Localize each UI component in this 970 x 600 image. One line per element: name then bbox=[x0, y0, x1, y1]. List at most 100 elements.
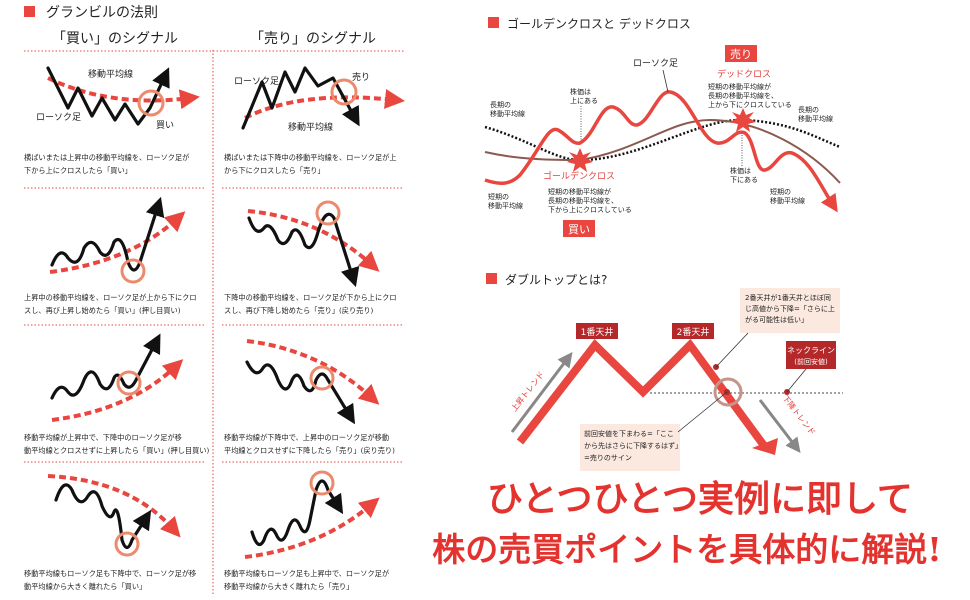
golden-cross-label: ゴールデンクロス bbox=[543, 170, 615, 182]
short-ma-right-1: 短期の bbox=[770, 187, 791, 196]
sell-panel-2: 下降中の移動平均線を、ローソク足が下から上にクロ スし、再び下降し始めたら「売り… bbox=[224, 200, 397, 315]
candle-line bbox=[241, 66, 360, 130]
moving-average-line bbox=[244, 497, 380, 559]
above-1: 株価は bbox=[570, 87, 591, 96]
sell-caption-2-line-2: スし、再び下降し始めたら「売り」(戻り売り) bbox=[224, 306, 374, 315]
bottom-note-3: =売りのサイン bbox=[584, 453, 632, 462]
golden-desc-1: 短期の移動平均線が bbox=[548, 187, 611, 196]
candle-line bbox=[46, 66, 170, 126]
buy-caption-4-line-2: 動平均線から大きく離れたら「買い」 bbox=[24, 582, 146, 591]
bottom-note-2: から先はさらに下降するはず」 bbox=[584, 441, 682, 450]
leader-line bbox=[662, 69, 669, 93]
top-note-2: じ高値から下降=「さらに上 bbox=[745, 304, 835, 313]
top1-badge bbox=[576, 323, 618, 339]
ma-label: 移動平均線 bbox=[288, 121, 333, 133]
granville-section: グランビルの法則 「買い」のシグナル 「売り」のシグナル 移動平均線 ローソク足… bbox=[24, 5, 405, 595]
buy-caption-2-line-2: スし、再び上昇し始めたら「買い」(押し目買い) bbox=[24, 306, 181, 315]
downtrend-arrow bbox=[758, 399, 801, 453]
sell-caption-4-line-2: 移動平均線から大きく離れたら「売り」 bbox=[224, 582, 353, 591]
candle-line bbox=[247, 212, 360, 288]
top-note-box bbox=[740, 288, 840, 333]
section-marker-icon bbox=[488, 17, 499, 28]
uptrend-label: 上昇トレンド bbox=[509, 370, 546, 413]
downtrend-label: 下降トレンド bbox=[780, 393, 817, 437]
moving-average-line bbox=[47, 76, 200, 110]
sell-caption-4-line-1: 移動平均線もローソク足も上昇中で、ローソク足が bbox=[224, 569, 389, 578]
buy-caption-1-line-2: 下から上にクロスしたら「買い」 bbox=[24, 166, 132, 175]
signal-circle bbox=[309, 365, 335, 391]
top-note-1: 2番天井が1番天井とほぼ同 bbox=[745, 293, 831, 302]
short-ma-left-1: 短期の bbox=[488, 192, 509, 201]
golden-cross-burst-icon bbox=[567, 148, 593, 172]
signal-circle bbox=[713, 377, 743, 407]
uptrend-arrow bbox=[510, 352, 573, 433]
sell-caption-1-line-2: から下にクロスしたら「売り」 bbox=[224, 166, 325, 175]
moving-average-line bbox=[47, 474, 181, 538]
headline-line-1: ひとつひとつ実例に即して bbox=[487, 478, 913, 520]
dead-desc-2: 長期の移動平均線を、 bbox=[708, 91, 778, 100]
sell-panel-4: 移動平均線もローソク足も上昇中で、ローソク足が 移動平均線から大きく離れたら「売… bbox=[224, 470, 389, 591]
leader-line bbox=[677, 391, 728, 433]
buy-label: 買い bbox=[156, 120, 174, 131]
dead-desc-1: 短期の移動平均線が bbox=[708, 82, 771, 91]
candle-line bbox=[250, 479, 344, 547]
sell-label: 売り bbox=[352, 71, 370, 83]
granville-title: グランビルの法則 bbox=[46, 5, 158, 21]
sell-panel-3: 移動平均線が下降中で、上昇中のローソク足が移動 平均線とクロスせずに下降したら「… bbox=[224, 339, 395, 455]
signal-circle bbox=[120, 258, 146, 284]
price-arrowhead-icon bbox=[752, 438, 778, 455]
buy-panel-1: 移動平均線 ローソク足 買い 横ばいまたは上昇中の移動平均線を、ローソク足が 下… bbox=[24, 66, 200, 175]
bottom-note-1: 前回安値を下まわる=「ここ bbox=[584, 429, 674, 438]
section-marker-icon bbox=[486, 273, 497, 284]
top1-label: 1番天井 bbox=[581, 326, 614, 338]
long-ma-left-1: 長期の bbox=[490, 101, 511, 109]
signal-circle bbox=[114, 531, 140, 557]
sell-caption-1-line-1: 横ばいまたは下降中の移動平均線を、ローソク足が上 bbox=[224, 153, 397, 162]
short-ma-left-2: 移動平均線 bbox=[488, 201, 523, 210]
sell-caption-3-line-2: 平均線とクロスせずに下降したら「売り」(戻り売り) bbox=[224, 446, 395, 455]
golden-desc-2: 長期の移動平均線を、 bbox=[548, 196, 618, 205]
sell-badge-text: 売り bbox=[730, 48, 752, 61]
top2-badge bbox=[672, 323, 714, 339]
sell-badge bbox=[725, 45, 757, 62]
long-ma-left-2: 移動平均線 bbox=[490, 109, 525, 118]
moving-average-line bbox=[247, 209, 380, 272]
below-2: 下にある bbox=[730, 176, 758, 184]
neckline-label-1: ネックライン bbox=[787, 346, 835, 355]
candle-line bbox=[54, 483, 152, 550]
signal-circle bbox=[116, 370, 142, 396]
bottom-note-box bbox=[580, 424, 680, 471]
sell-signal-header: 「売り」のシグナル bbox=[250, 31, 376, 47]
candle-label: ローソク足 bbox=[633, 58, 678, 69]
dead-cross-burst-icon bbox=[730, 108, 756, 132]
long-ma-right-2: 移動平均線 bbox=[798, 114, 833, 123]
signal-circle bbox=[137, 89, 165, 117]
moving-average-line bbox=[49, 211, 186, 274]
cross-section: ゴールデンクロスと デッドクロス ローソク足 売り デッドクロス 短期の移動平均… bbox=[484, 16, 841, 237]
neckline-label-2: (前回安値) bbox=[794, 357, 828, 366]
dead-desc-3: 上から下にクロスしている bbox=[708, 100, 792, 109]
leader-line bbox=[715, 332, 749, 368]
moving-average-line bbox=[246, 339, 380, 405]
candle-label: ローソク足 bbox=[234, 76, 279, 87]
candle-line bbox=[50, 333, 161, 400]
buy-signal-header: 「買い」のシグナル bbox=[52, 31, 178, 47]
buy-panel-3: 移動平均線が上昇中で、下降中のローソク足が移 動平均線とクロスせずに上昇したら「… bbox=[24, 333, 209, 455]
candle-line bbox=[484, 90, 838, 213]
golden-desc-3: 下から上にクロスしている bbox=[548, 205, 632, 214]
above-2: 上にある bbox=[570, 96, 598, 105]
double-top-section: ダブルトップとは? 1番天井 2番天井 ネックライン (前回安値) 2番天井が1… bbox=[486, 272, 843, 471]
candle-line bbox=[245, 360, 356, 425]
buy-caption-4-line-1: 移動平均線もローソク足も下降中で、ローソク足が移 bbox=[24, 569, 196, 578]
signal-circle bbox=[315, 200, 341, 226]
moving-average-line bbox=[51, 359, 184, 422]
buy-caption-1-line-1: 横ばいまたは上昇中の移動平均線を、ローソク足が bbox=[24, 153, 189, 162]
double-top-title: ダブルトップとは? bbox=[505, 272, 607, 287]
buy-caption-3-line-2: 動平均線とクロスせずに上昇したら「買い」(押し目買い) bbox=[24, 446, 209, 455]
section-marker-icon bbox=[24, 6, 35, 17]
sell-panel-1: ローソク足 売り 移動平均線 横ばいまたは下降中の移動平均線を、ローソク足が上 … bbox=[224, 66, 405, 175]
cross-title: ゴールデンクロスと デッドクロス bbox=[507, 16, 691, 31]
buy-caption-3-line-1: 移動平均線が上昇中で、下降中のローソク足が移 bbox=[24, 433, 182, 442]
sell-caption-2-line-1: 下降中の移動平均線を、ローソク足が下から上にクロ bbox=[224, 293, 397, 302]
